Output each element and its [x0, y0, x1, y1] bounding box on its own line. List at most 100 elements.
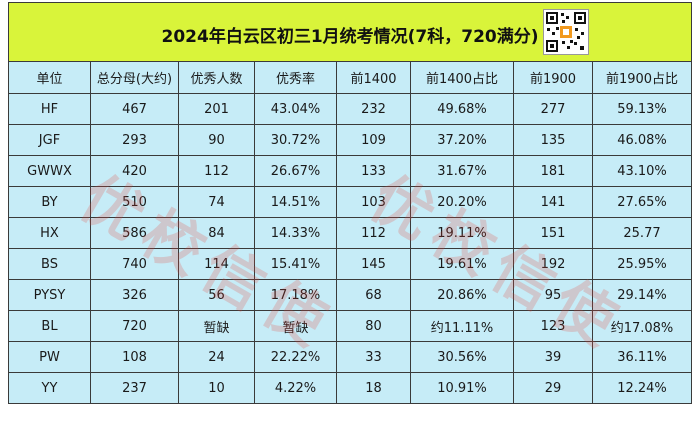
table-cell: 18	[336, 372, 411, 404]
table-cell: 25.95%	[592, 248, 692, 280]
table-row: GWWX 420 112 26.67% 133 31.67% 181 43.10%	[8, 155, 692, 187]
table-cell: PYSY	[8, 279, 91, 311]
title-cell: 2024年白云区初三1月统考情况(7科，720满分)	[8, 2, 692, 62]
header-cell: 优秀人数	[178, 61, 255, 94]
header-cell: 优秀率	[254, 61, 337, 94]
table-cell: 108	[90, 341, 179, 373]
table-row: BL 720 暂缺 暂缺 80 约11.11% 123 约17.08%	[8, 310, 692, 342]
table-cell: 20.20%	[410, 186, 514, 218]
table-cell: 420	[90, 155, 179, 187]
table-cell: 192	[513, 248, 593, 280]
table-cell: 56	[178, 279, 255, 311]
table-cell: 151	[513, 217, 593, 249]
table-cell: 约17.08%	[592, 310, 692, 342]
table-cell: 90	[178, 124, 255, 156]
table-cell: 25.77	[592, 217, 692, 249]
spreadsheet: 2024年白云区初三1月统考情况(7科，720满分)	[8, 2, 692, 404]
table-cell: 181	[513, 155, 593, 187]
table-cell: 24	[178, 341, 255, 373]
header-cell: 单位	[8, 61, 91, 94]
table-cell: 29	[513, 372, 593, 404]
table-cell: 33	[336, 341, 411, 373]
table-cell: 10.91%	[410, 372, 514, 404]
table-cell: 约11.11%	[410, 310, 514, 342]
table-cell: HX	[8, 217, 91, 249]
table-cell: 114	[178, 248, 255, 280]
table-cell: JGF	[8, 124, 91, 156]
table-cell: 135	[513, 124, 593, 156]
table-cell: 80	[336, 310, 411, 342]
table-row: HX 586 84 14.33% 112 19.11% 151 25.77	[8, 217, 692, 249]
table-cell: 36.11%	[592, 341, 692, 373]
table-cell: 293	[90, 124, 179, 156]
table-cell: 12.24%	[592, 372, 692, 404]
table-row: YY 237 10 4.22% 18 10.91% 29 12.24%	[8, 372, 692, 404]
table-cell: PW	[8, 341, 91, 373]
table-cell: 95	[513, 279, 593, 311]
table-cell: 141	[513, 186, 593, 218]
table-cell: 22.22%	[254, 341, 337, 373]
table-row: HF 467 201 43.04% 232 49.68% 277 59.13%	[8, 93, 692, 125]
table-row: JGF 293 90 30.72% 109 37.20% 135 46.08%	[8, 124, 692, 156]
table-cell: 740	[90, 248, 179, 280]
table-cell: 4.22%	[254, 372, 337, 404]
table-cell: YY	[8, 372, 91, 404]
table-row: PYSY 326 56 17.18% 68 20.86% 95 29.14%	[8, 279, 692, 311]
table-cell: 201	[178, 93, 255, 125]
table-cell: 145	[336, 248, 411, 280]
table-cell: 112	[178, 155, 255, 187]
table-cell: 26.67%	[254, 155, 337, 187]
header-cell: 前1900	[513, 61, 593, 94]
table-cell: 暂缺	[254, 310, 337, 342]
header-row: 单位 总分母(大约) 优秀人数 优秀率 前1400 前1400占比 前1900 …	[8, 61, 692, 94]
table-cell: 29.14%	[592, 279, 692, 311]
table-cell: 37.20%	[410, 124, 514, 156]
table-row: PW 108 24 22.22% 33 30.56% 39 36.11%	[8, 341, 692, 373]
table-cell: 31.67%	[410, 155, 514, 187]
qr-code-graphic	[546, 12, 586, 52]
table-cell: 237	[90, 372, 179, 404]
table-cell: 133	[336, 155, 411, 187]
title-row: 2024年白云区初三1月统考情况(7科，720满分)	[8, 2, 692, 62]
table-cell: 14.33%	[254, 217, 337, 249]
table-cell: 74	[178, 186, 255, 218]
table-cell: 326	[90, 279, 179, 311]
table-cell: 68	[336, 279, 411, 311]
table-cell: 109	[336, 124, 411, 156]
header-cell: 前1400占比	[410, 61, 514, 94]
table-cell: 30.72%	[254, 124, 337, 156]
table-cell: 84	[178, 217, 255, 249]
table-cell: 720	[90, 310, 179, 342]
table-cell: 43.10%	[592, 155, 692, 187]
table-cell: 43.04%	[254, 93, 337, 125]
table-cell: GWWX	[8, 155, 91, 187]
table-cell: 467	[90, 93, 179, 125]
table-cell: 14.51%	[254, 186, 337, 218]
table-cell: 59.13%	[592, 93, 692, 125]
table-cell: 103	[336, 186, 411, 218]
table-cell: 277	[513, 93, 593, 125]
table-cell: 510	[90, 186, 179, 218]
header-cell: 总分母(大约)	[90, 61, 179, 94]
results-table: 2024年白云区初三1月统考情况(7科，720满分)	[8, 2, 692, 404]
table-cell: 17.18%	[254, 279, 337, 311]
header-cell: 前1400	[336, 61, 411, 94]
table-cell: BS	[8, 248, 91, 280]
table-cell: 39	[513, 341, 593, 373]
table-cell: BL	[8, 310, 91, 342]
table-cell: 10	[178, 372, 255, 404]
table-cell: 暂缺	[178, 310, 255, 342]
table-title: 2024年白云区初三1月统考情况(7科，720满分)	[161, 27, 539, 47]
qr-code-icon	[543, 9, 589, 55]
table-cell: 46.08%	[592, 124, 692, 156]
table-cell: BY	[8, 186, 91, 218]
table-row: BY 510 74 14.51% 103 20.20% 141 27.65%	[8, 186, 692, 218]
table-cell: 27.65%	[592, 186, 692, 218]
table-cell: 20.86%	[410, 279, 514, 311]
table-cell: 15.41%	[254, 248, 337, 280]
table-cell: 586	[90, 217, 179, 249]
table-cell: 19.61%	[410, 248, 514, 280]
table-row: BS 740 114 15.41% 145 19.61% 192 25.95%	[8, 248, 692, 280]
table-cell: HF	[8, 93, 91, 125]
table-cell: 49.68%	[410, 93, 514, 125]
